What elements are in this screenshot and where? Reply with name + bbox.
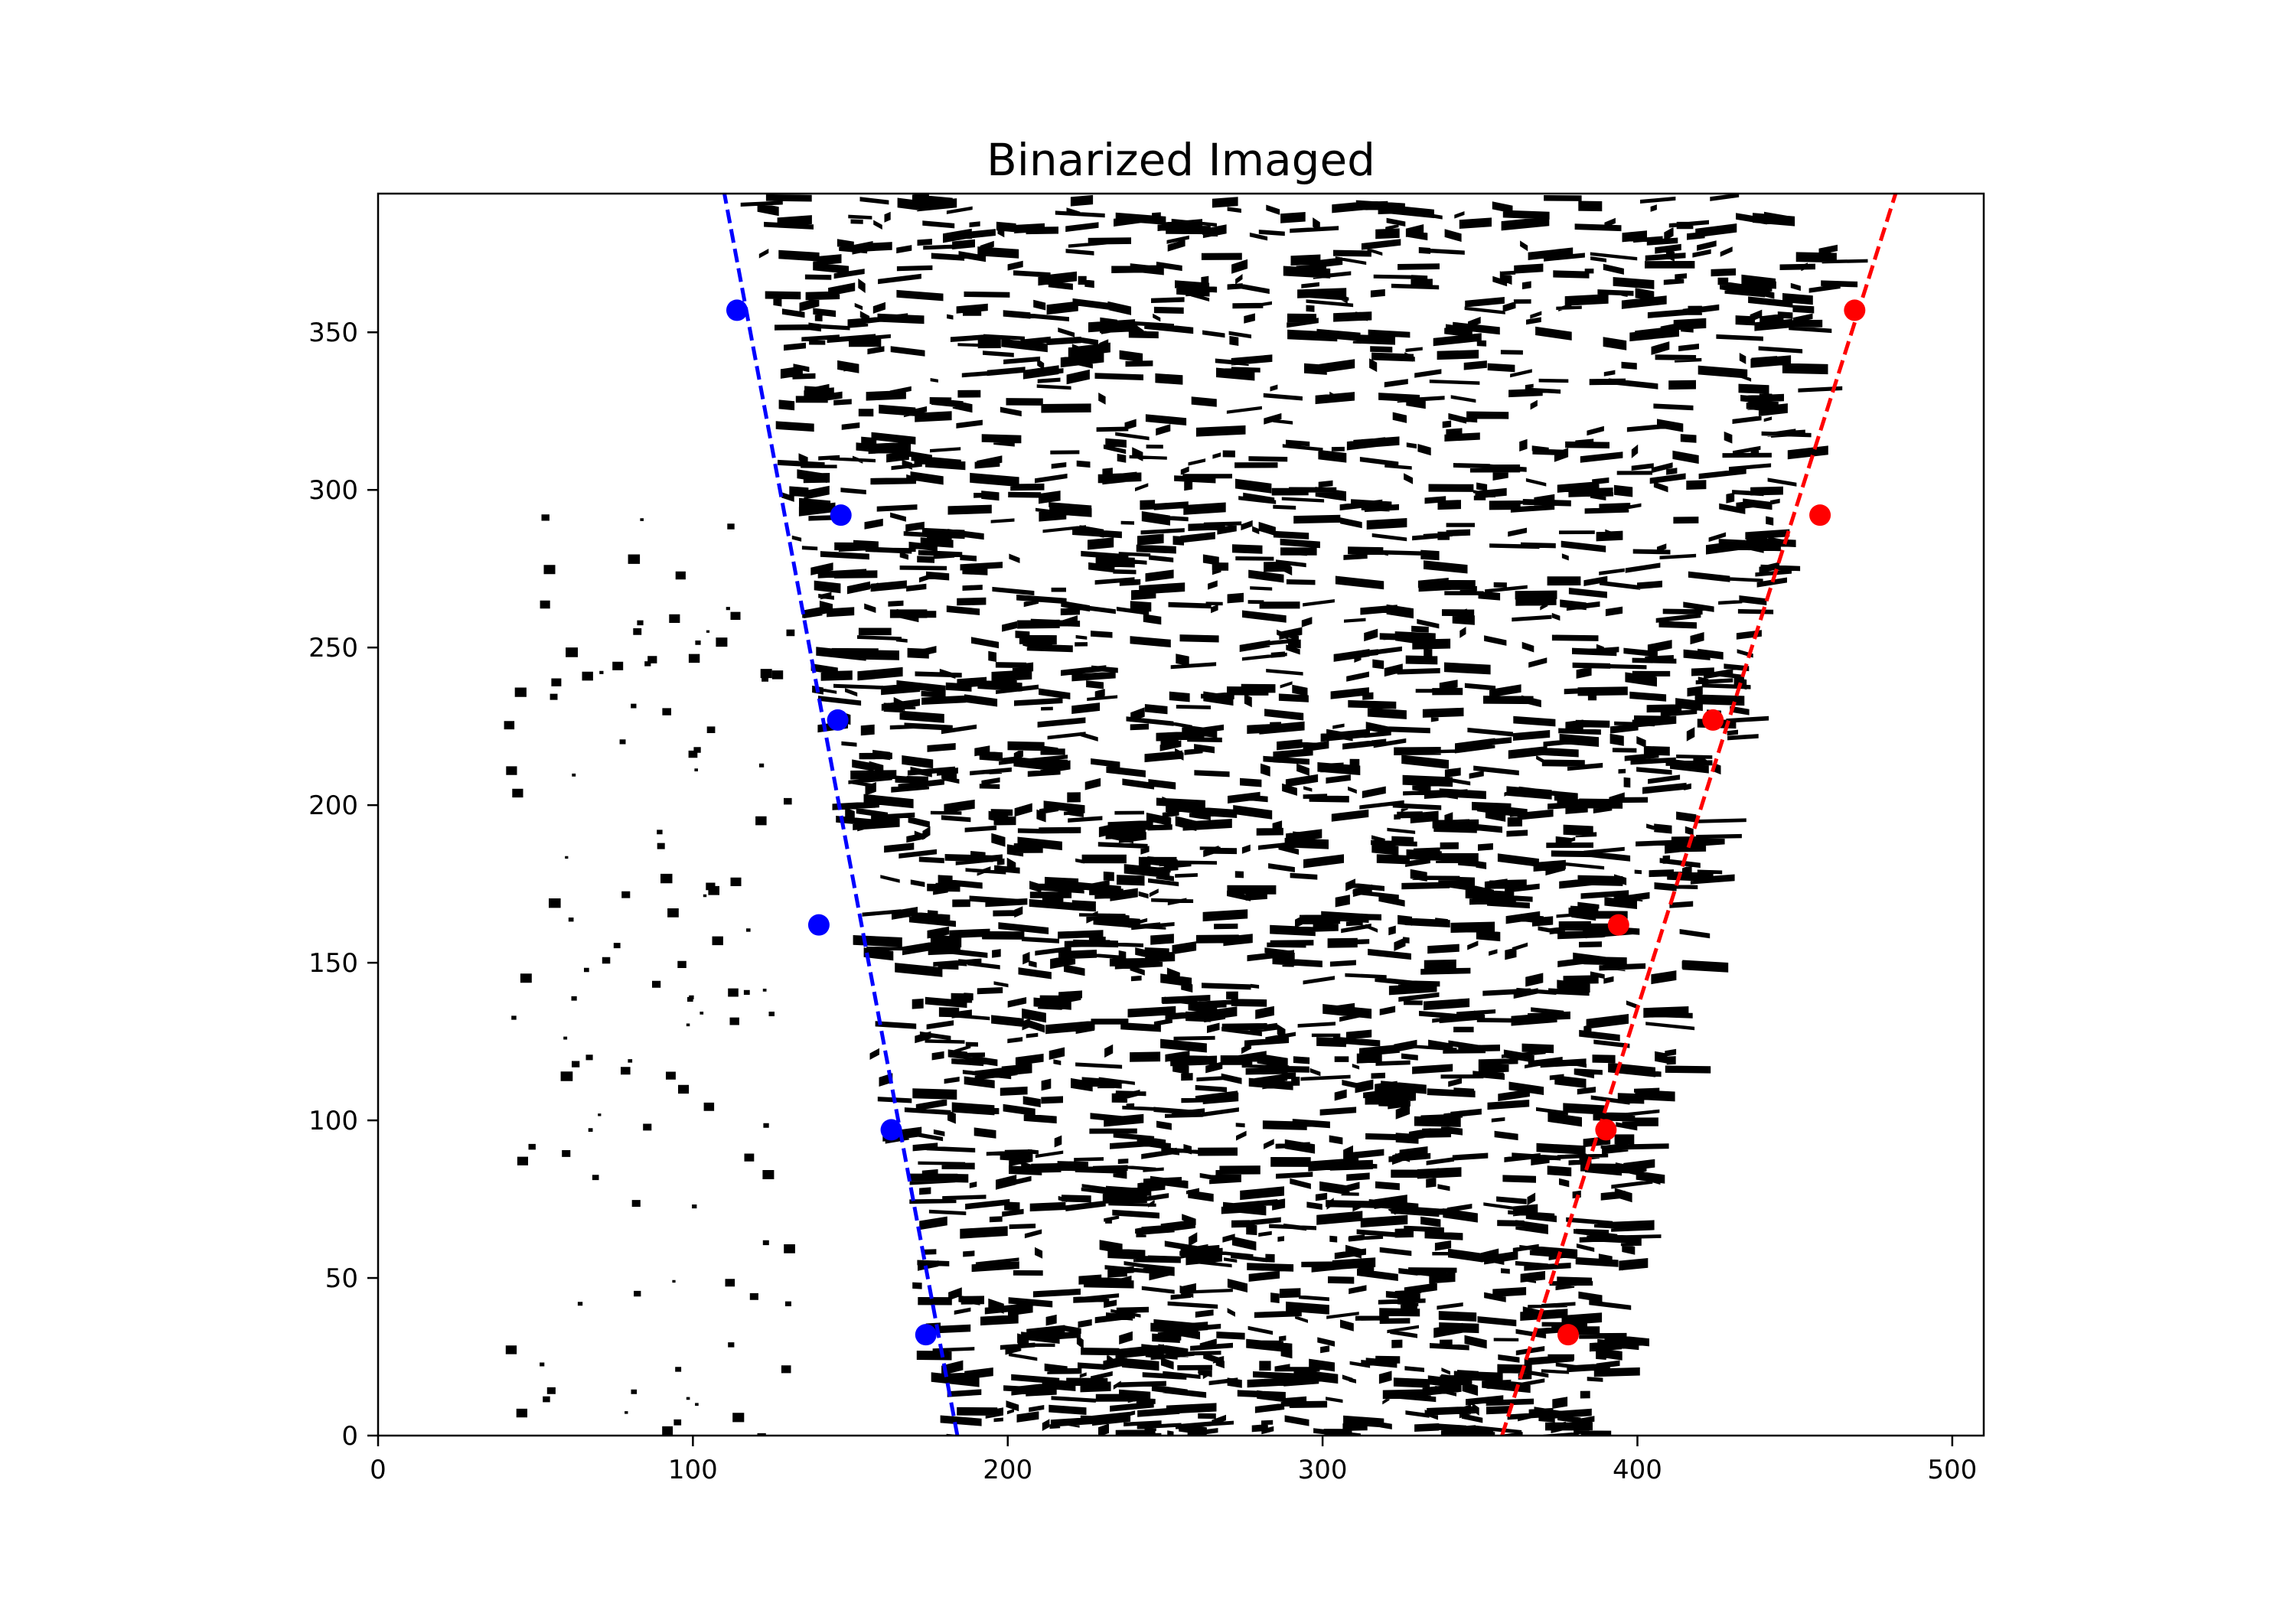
y-tick-label: 350 — [308, 318, 358, 348]
y-tick-label: 200 — [308, 790, 358, 821]
data-point-0-3 — [807, 914, 830, 936]
data-point-1-1 — [1809, 504, 1831, 526]
data-point-0-2 — [827, 709, 849, 731]
data-point-0-4 — [880, 1119, 902, 1141]
x-tick-label: 200 — [983, 1455, 1032, 1485]
x-tick-label: 100 — [668, 1455, 718, 1485]
fit-line-1 — [1500, 194, 1898, 1436]
x-axis: 0 100 200 300 400 500 — [370, 1436, 1977, 1485]
data-point-0-5 — [915, 1324, 937, 1346]
fit-line-0 — [722, 194, 960, 1436]
data-points — [726, 299, 1866, 1346]
data-point-1-4 — [1595, 1119, 1617, 1141]
y-axis: 0 50 100 150 200 250 300 350 — [308, 318, 378, 1452]
x-tick-label: 0 — [370, 1455, 386, 1485]
y-tick-label: 0 — [341, 1421, 358, 1452]
y-tick-label: 250 — [308, 633, 358, 663]
fit-lines — [722, 194, 1898, 1436]
data-point-0-1 — [830, 504, 852, 526]
data-point-1-5 — [1557, 1324, 1579, 1346]
data-point-0-0 — [726, 299, 748, 321]
plot-frame — [377, 192, 1985, 1437]
data-point-1-2 — [1702, 709, 1724, 731]
data-point-1-3 — [1607, 914, 1629, 936]
y-tick-label: 100 — [308, 1106, 358, 1136]
binarized-texture — [504, 194, 1868, 1436]
x-tick-label: 400 — [1613, 1455, 1662, 1485]
chart-title: Binarized Imaged — [987, 134, 1375, 186]
y-tick-label: 150 — [308, 948, 358, 979]
y-tick-label: 300 — [308, 475, 358, 506]
x-tick-label: 300 — [1298, 1455, 1348, 1485]
y-tick-label: 50 — [325, 1263, 358, 1294]
data-point-1-0 — [1844, 299, 1866, 321]
x-tick-label: 500 — [1927, 1455, 1977, 1485]
binarized-image — [504, 194, 1868, 1436]
